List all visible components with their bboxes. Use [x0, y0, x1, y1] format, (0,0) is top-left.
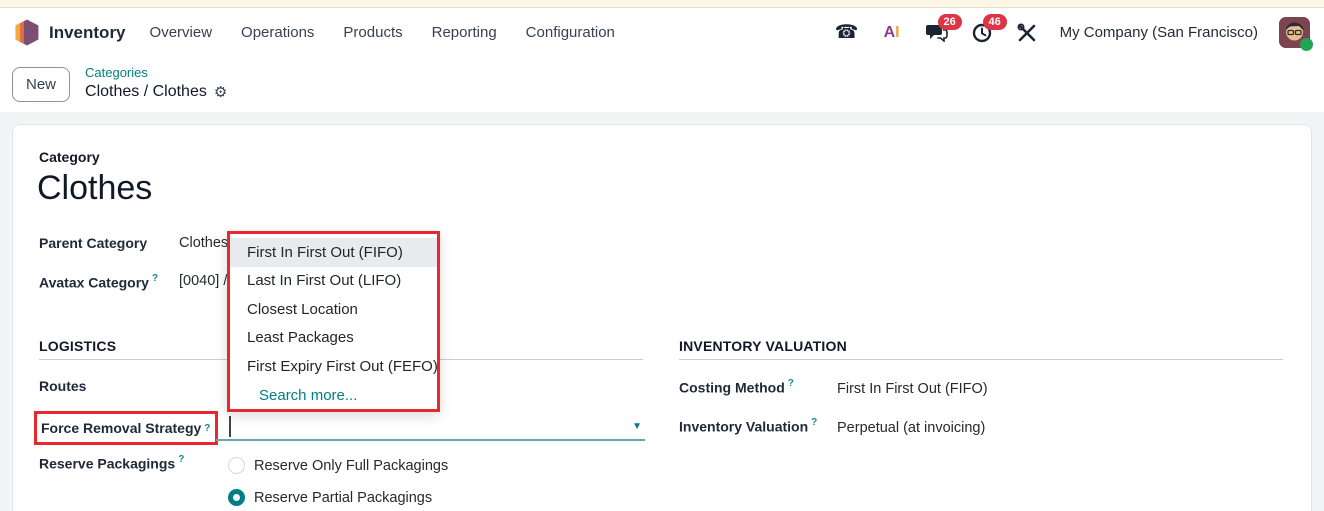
chat-bubbles-glyph — [925, 24, 948, 42]
help-icon: ? — [151, 273, 159, 284]
messages-badge: 26 — [937, 13, 962, 30]
radio-reserve-only-full[interactable]: Reserve Only Full Packagings — [228, 457, 448, 474]
category-name-title[interactable]: Clothes — [37, 169, 153, 207]
breadcrumb-current: Clothes / Clothes — [85, 82, 207, 100]
inventory-valuation-label: Inventory Valuation — [679, 418, 809, 435]
control-panel: New Categories Clothes / Clothes ⚙ Produ… — [0, 56, 1324, 157]
main-navbar: Inventory Overview Operations Products R… — [0, 9, 1324, 56]
app-name[interactable]: Inventory — [49, 22, 126, 42]
routes-label: Routes — [39, 378, 87, 394]
nav-item-operations[interactable]: Operations — [241, 24, 315, 41]
dropdown-search-more-link[interactable]: Search more... — [259, 386, 358, 404]
breadcrumb: Categories Clothes / Clothes ⚙ — [85, 65, 227, 102]
radio-unselected-icon[interactable] — [228, 457, 245, 474]
nav-item-configuration[interactable]: Configuration — [525, 24, 615, 41]
clock-glyph — [972, 23, 991, 42]
radio-reserve-partial[interactable]: Reserve Partial Packagings — [228, 489, 432, 506]
phone-icon[interactable]: ☎ — [834, 22, 859, 43]
user-avatar[interactable] — [1279, 17, 1313, 51]
navbar-menu: Overview Operations Products Reporting C… — [150, 24, 615, 41]
force-removal-strategy-input[interactable]: ▼ — [216, 413, 645, 441]
parent-category-value[interactable]: Clothes — [179, 235, 229, 251]
costing-method-label: Costing Method — [679, 379, 785, 396]
nav-item-overview[interactable]: Overview — [149, 24, 213, 41]
costing-method-value[interactable]: First In First Out (FIFO) — [837, 381, 988, 397]
dropdown-option-lifo[interactable]: Last In First Out (LIFO) — [247, 272, 402, 290]
help-icon: ? — [811, 417, 818, 428]
breadcrumb-categories-link[interactable]: Categories — [85, 65, 148, 81]
removal-strategy-dropdown: First In First Out (FIFO) Last In First … — [227, 231, 440, 412]
inventory-app-icon — [14, 19, 40, 46]
company-selector[interactable]: My Company (San Francisco) — [1059, 24, 1258, 41]
parent-category-label: Parent Category — [39, 235, 148, 251]
tools-icon[interactable] — [1015, 21, 1039, 45]
inventory-valuation-section-title: INVENTORY VALUATION — [679, 338, 847, 354]
new-button[interactable]: New — [12, 66, 71, 102]
messages-icon[interactable]: 26 — [925, 13, 962, 45]
reserve-packagings-label: Reserve Packagings — [39, 455, 176, 472]
logistics-section-title: LOGISTICS — [39, 338, 117, 354]
category-field-label: Category — [39, 149, 100, 165]
tools-glyph — [1017, 23, 1035, 41]
force-removal-strategy-label: Force Removal Strategy — [41, 420, 202, 436]
avatax-category-label: Avatax Category — [39, 274, 149, 291]
top-accent-strip — [0, 0, 1324, 8]
dropdown-option-fefo[interactable]: First Expiry First Out (FEFO) — [247, 357, 438, 375]
form-sheet: Category Clothes Parent Category Clothes… — [12, 124, 1312, 511]
nav-item-reporting[interactable]: Reporting — [431, 24, 497, 41]
dropdown-option-fifo[interactable]: First In First Out (FIFO) — [230, 238, 437, 267]
dropdown-option-closest-location[interactable]: Closest Location — [247, 300, 358, 318]
activities-badge: 46 — [982, 13, 1007, 30]
avatax-category-value[interactable]: [0040] / — [179, 273, 228, 289]
inventory-valuation-value[interactable]: Perpetual (at invoicing) — [837, 420, 986, 436]
nav-item-products[interactable]: Products — [343, 24, 403, 41]
content-background: Category Clothes Parent Category Clothes… — [0, 112, 1324, 511]
help-icon: ? — [787, 378, 794, 389]
gear-icon[interactable]: ⚙ — [213, 83, 228, 101]
online-status-dot — [1300, 38, 1313, 51]
text-cursor — [229, 416, 231, 437]
app-switcher[interactable]: Inventory — [14, 19, 126, 46]
dropdown-caret-icon[interactable]: ▼ — [632, 421, 642, 432]
force-removal-annotation-box: Force Removal Strategy? — [34, 411, 218, 445]
help-icon: ? — [204, 422, 211, 434]
help-icon: ? — [178, 454, 185, 465]
radio-selected-icon[interactable] — [228, 489, 245, 506]
dropdown-option-least-packages[interactable]: Least Packages — [247, 329, 354, 347]
activities-icon[interactable]: 46 — [970, 13, 1007, 45]
valuation-divider — [679, 359, 1283, 360]
